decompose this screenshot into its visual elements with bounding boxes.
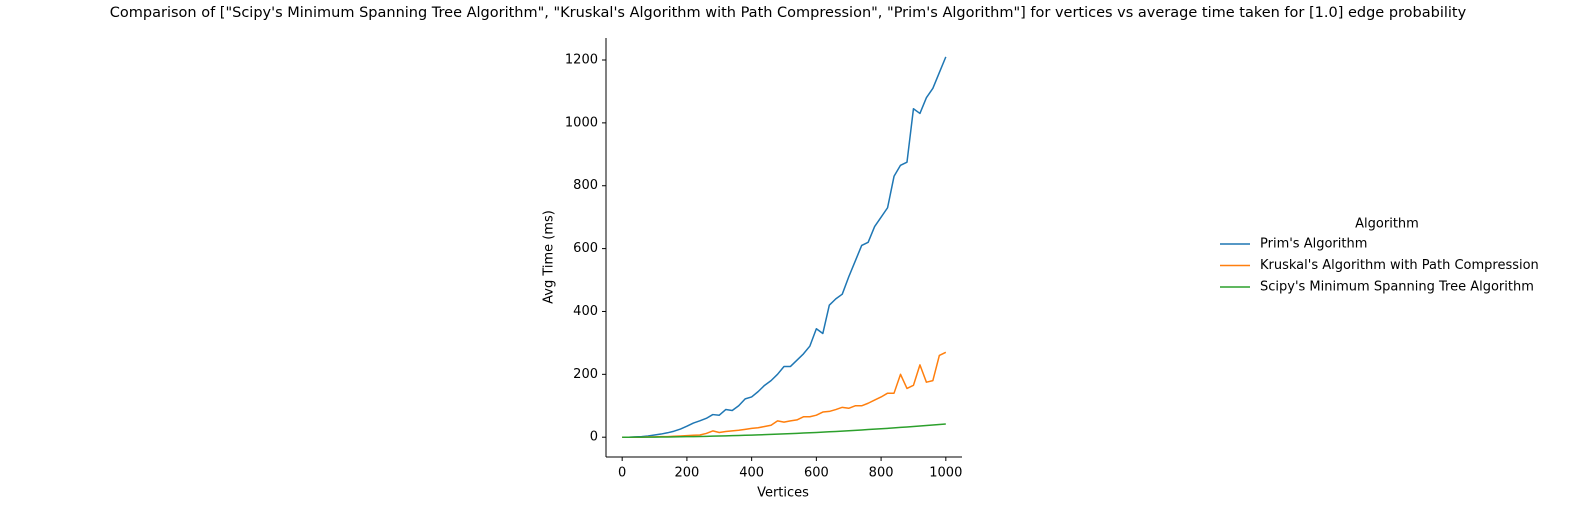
y-axis-label: Avg Time (ms) [542,210,557,304]
legend-label: Scipy's Minimum Spanning Tree Algorithm [1260,280,1534,295]
series-line [622,56,947,438]
x-tick-label: 800 [869,466,894,481]
x-tick-label: 1000 [929,466,962,481]
y-tick-label: 1200 [565,53,598,68]
y-tick-label: 1000 [565,115,598,130]
x-tick-label: 600 [804,466,829,481]
legend-title: Algorithm [1355,217,1419,232]
x-tick-label: 0 [618,466,626,481]
chart-title: Comparison of ["Scipy's Minimum Spanning… [110,5,1467,21]
x-tick-label: 400 [739,466,764,481]
legend-label: Kruskal's Algorithm with Path Compressio… [1260,258,1539,273]
y-tick-label: 800 [573,178,598,193]
y-tick-label: 400 [573,304,598,319]
legend-label: Prim's Algorithm [1260,237,1367,252]
y-tick-label: 0 [590,430,598,445]
y-tick-label: 600 [573,241,598,256]
series-line [622,351,947,438]
x-tick-label: 200 [674,466,699,481]
series-line [622,423,946,438]
y-tick-label: 200 [573,367,598,382]
x-axis-label: Vertices [757,486,809,501]
